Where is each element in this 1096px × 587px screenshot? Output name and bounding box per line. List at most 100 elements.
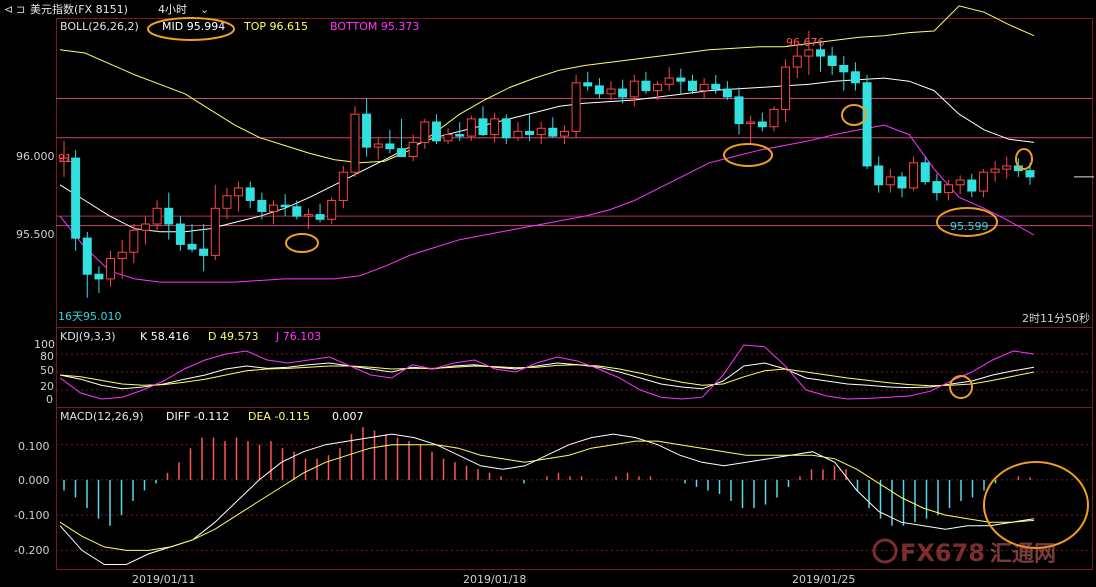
candle-body-12 bbox=[199, 248, 209, 256]
boll-bands bbox=[59, 5, 1035, 283]
candle-body-61 bbox=[769, 108, 779, 128]
kdj-lines bbox=[59, 344, 1035, 400]
kdj-d-value: D 49.573 bbox=[208, 330, 258, 343]
highlight-right-top bbox=[1015, 148, 1033, 170]
candle-body-67 bbox=[839, 65, 849, 73]
candle-body-43 bbox=[559, 130, 569, 137]
back-arrow-icon[interactable]: ⊲ bbox=[4, 3, 13, 16]
boll-mid-value: MID 95.994 bbox=[162, 20, 225, 33]
countdown-timer: 2时11分50秒 bbox=[1022, 311, 1090, 325]
candle-body-26 bbox=[362, 113, 372, 148]
candle-body-8 bbox=[152, 207, 162, 225]
candle-body-42 bbox=[548, 127, 558, 137]
candle-body-75 bbox=[932, 181, 942, 194]
boll-bottom-value: BOTTOM 95.373 bbox=[330, 20, 419, 33]
macd-histogram bbox=[63, 427, 1031, 526]
macd-tick-0: 0.000 bbox=[18, 474, 50, 487]
candle-body-34 bbox=[455, 134, 465, 137]
low-left-annotation: 16天95.010 bbox=[58, 310, 122, 323]
kdj-line-j bbox=[59, 344, 1035, 400]
xtick-date-3: 2019/01/25 bbox=[792, 573, 855, 586]
candle-body-9 bbox=[164, 207, 174, 225]
macd-label[interactable]: MACD(12,26,9) bbox=[60, 410, 144, 423]
back-bracket-icon[interactable]: ⊐ bbox=[16, 3, 25, 16]
candle-body-0 bbox=[59, 157, 69, 162]
candle-body-79 bbox=[978, 171, 988, 192]
candle-body-6 bbox=[129, 229, 139, 253]
candle-body-32 bbox=[431, 121, 441, 142]
candle-body-55 bbox=[699, 83, 709, 92]
candle-body-28 bbox=[385, 143, 395, 150]
highlight-mid bbox=[147, 17, 235, 41]
period-selector[interactable]: 4小时 bbox=[158, 3, 187, 16]
candle-body-51 bbox=[653, 83, 663, 92]
candle-body-38 bbox=[501, 118, 511, 139]
candle-body-48 bbox=[618, 88, 628, 98]
macd-hist-value: 0.007 bbox=[332, 410, 364, 423]
macd-tick-0-1: 0.100 bbox=[18, 440, 50, 453]
candle-body-20 bbox=[292, 206, 302, 217]
boll-bottom-line bbox=[59, 124, 1035, 283]
kdj-k-value: K 58.416 bbox=[140, 330, 189, 343]
candle-body-74 bbox=[920, 162, 930, 183]
candlesticks bbox=[59, 30, 1094, 298]
watermark-text-fx678: FX678 bbox=[900, 539, 985, 567]
highlight-left-low bbox=[285, 233, 319, 253]
boll-label[interactable]: BOLL(26,26,2) bbox=[60, 20, 139, 33]
macd-tick-neg0-2: -0.200 bbox=[14, 544, 49, 557]
candle-body-25 bbox=[350, 113, 360, 173]
kdj-line-k bbox=[59, 362, 1035, 390]
boll-top-line bbox=[59, 5, 1035, 164]
candle-body-13 bbox=[210, 207, 220, 256]
candle-body-52 bbox=[664, 77, 674, 85]
candle-body-80 bbox=[990, 168, 1000, 173]
macd-diff-value: DIFF -0.112 bbox=[166, 410, 229, 423]
candle-body-46 bbox=[594, 85, 604, 95]
candle-body-71 bbox=[885, 176, 895, 186]
candle-body-14 bbox=[222, 195, 232, 209]
candle-body-56 bbox=[711, 83, 721, 90]
candle-body-3 bbox=[94, 273, 104, 280]
candle-body-29 bbox=[397, 148, 407, 158]
candle-body-63 bbox=[792, 55, 802, 68]
candle-body-81 bbox=[1002, 165, 1012, 170]
candle-body-21 bbox=[303, 214, 313, 217]
candle-body-40 bbox=[525, 130, 535, 136]
candle-body-64 bbox=[804, 49, 814, 57]
candle-body-39 bbox=[513, 130, 523, 139]
kdj-legend: KDJ(9,3,3) K 58.416 D 49.573 J 76.103 bbox=[60, 330, 321, 343]
macd-tick-neg0-1: -0.100 bbox=[14, 509, 49, 522]
candle-body-62 bbox=[781, 66, 791, 110]
chevron-down-icon[interactable]: ⌄ bbox=[200, 3, 209, 16]
candle-body-37 bbox=[490, 118, 500, 136]
candle-body-19 bbox=[280, 204, 290, 208]
highlight-mid-low bbox=[723, 143, 773, 167]
candle-body-73 bbox=[909, 162, 919, 189]
kdj-line-d bbox=[59, 364, 1035, 387]
panel-frames bbox=[56, 18, 1093, 570]
kdj-tick-80: 80 bbox=[40, 350, 54, 363]
candle-body-41 bbox=[536, 127, 546, 136]
highlight-kdj-cross bbox=[949, 375, 973, 399]
candle-body-65 bbox=[816, 49, 826, 57]
kdj-j-value: J 76.103 bbox=[275, 330, 321, 343]
candle-body-7 bbox=[140, 223, 150, 231]
candle-body-11 bbox=[187, 243, 197, 250]
grid-lines bbox=[56, 97, 1092, 551]
candle-body-72 bbox=[897, 176, 907, 189]
macd-dea-value: DEA -0.115 bbox=[248, 410, 310, 423]
candle-body-68 bbox=[850, 71, 860, 84]
boll-top-value: TOP 96.615 bbox=[243, 20, 308, 33]
macd-lines bbox=[59, 433, 1035, 565]
candle-body-24 bbox=[338, 171, 348, 201]
candle-body-77 bbox=[955, 179, 965, 186]
kdj-tick-20: 20 bbox=[40, 380, 54, 393]
ytick-95-5: 95.500 bbox=[16, 228, 55, 241]
candle-body-5 bbox=[117, 251, 127, 260]
kdj-label[interactable]: KDJ(9,3,3) bbox=[60, 330, 116, 343]
header-bar: ⊲ ⊐ 美元指数(FX 8151) 4小时 ⌄ bbox=[4, 2, 209, 16]
macd-dea-line bbox=[59, 440, 1035, 551]
candle-body-76 bbox=[944, 184, 954, 194]
highlight-right-low bbox=[936, 207, 998, 237]
